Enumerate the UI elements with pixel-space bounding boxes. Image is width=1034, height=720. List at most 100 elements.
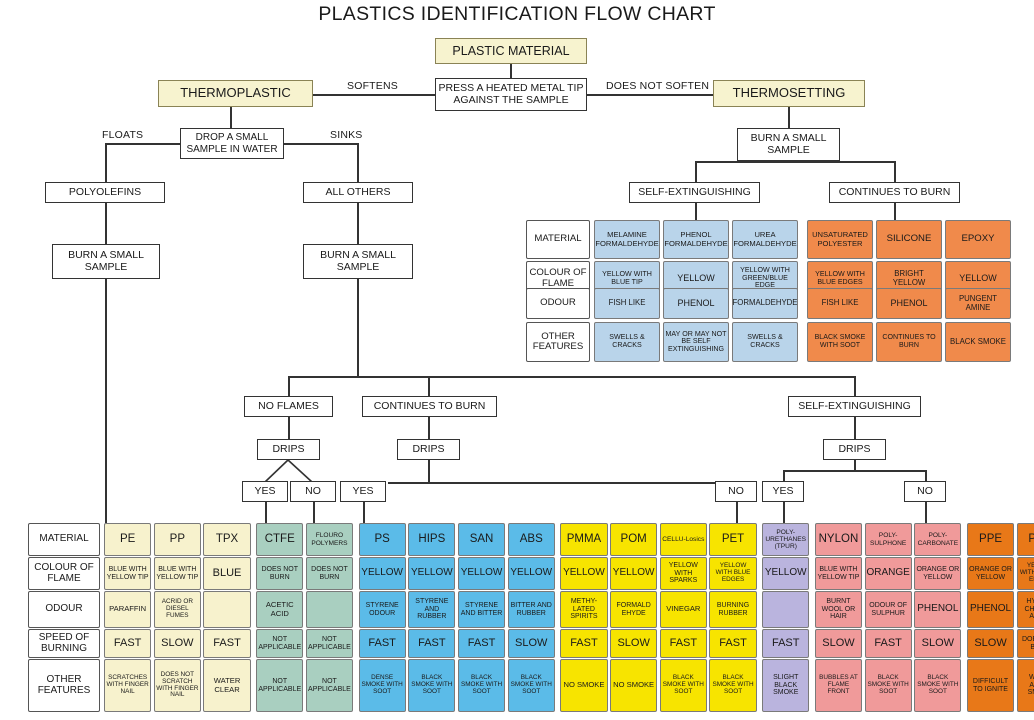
cell-text: MAY OR MAY NOT BE SELF EXTINGUISHING — [665, 329, 727, 353]
cell-text: POM — [620, 533, 647, 546]
cell-text: BLACK SMOKE WITH SOOT — [917, 674, 959, 695]
main-cell-colour-18: YELLOW WITH GREEN EDGES — [1016, 557, 1034, 590]
cell-text: SILICONE — [886, 233, 932, 245]
cell-text: YELLOW — [361, 567, 403, 579]
node-ts-continues-to-burn: CONTINUES TO BURN — [829, 182, 960, 203]
main-cell-other-0: SCRATCHES WITH FINGER NAIL — [104, 659, 152, 712]
connector-thermoplastic-down — [230, 107, 232, 128]
cell-text: FAST — [113, 636, 142, 649]
cell-text: FAST — [213, 636, 241, 649]
main-cell-colour-6: YELLOW — [408, 557, 456, 590]
node-press-heated-tip: PRESS A HEATED METAL TIP AGAINST THE SAM… — [435, 78, 587, 111]
connector-polyolefins-down — [105, 203, 107, 244]
thermoset-cell-other-1: MAY OR MAY NOT BE SELF EXTINGUISHING — [663, 322, 729, 362]
cell-text: FAST — [467, 636, 496, 649]
cell-text: TPX — [215, 533, 239, 546]
cell-text: PHENOL — [890, 297, 928, 308]
cell-text: DIFFICULT TO IGNITE — [972, 677, 1009, 693]
cell-text: VINEGAR — [666, 604, 701, 614]
main-cell-material-14: NYLON — [814, 523, 863, 556]
main-cell-speed-14: SLOW — [814, 629, 863, 658]
cell-text: NOT APPLICABLE — [258, 677, 302, 693]
main-cell-speed-10: SLOW — [610, 629, 658, 658]
cell-text: HIPS — [418, 533, 446, 546]
row-label-text: COLOUR OF FLAME — [34, 561, 94, 584]
main-cell-other-11: BLACK SMOKE WITH SOOT — [659, 659, 707, 712]
connector-drips-right-yes — [783, 470, 785, 482]
main-cell-odour-3: ACETIC ACID — [256, 591, 304, 628]
main-cell-other-2: WATER CLEAR — [203, 659, 251, 712]
main-cell-other-14: BUBBLES AT FLAME FRONT — [814, 659, 863, 712]
node-no-2: NO — [715, 481, 757, 502]
thermoset-cell-other-0: SWELLS & CRACKS — [594, 322, 660, 362]
thermoset-cell-odour-0: FISH LIKE — [594, 288, 660, 319]
main-cell-odour-0: PARAFFIN — [104, 591, 152, 628]
connector-ts-split-bar — [695, 161, 895, 163]
cell-text: YELLOW WITH GREEN EDGES — [1019, 562, 1034, 583]
main-cell-material-2: TPX — [203, 523, 251, 556]
cell-text: YELLOW — [677, 272, 715, 283]
row-label-text: OTHER FEATURES — [532, 330, 584, 352]
thermoset-cell-material-5: EPOXY — [945, 220, 1011, 259]
cell-text: FISH LIKE — [608, 298, 646, 308]
main-cell-material-10: POM — [610, 523, 658, 556]
main-cell-speed-17: SLOW — [966, 629, 1015, 658]
connector-burnsplit-continues — [428, 376, 430, 396]
thermoset-cell-odour-1: PHENOL — [663, 288, 729, 319]
main-cell-speed-8: SLOW — [507, 629, 555, 658]
main-cell-other-15: BLACK SMOKE WITH SOOT — [864, 659, 912, 712]
cell-text: BLACK SMOKE WITH SOOT — [814, 333, 866, 349]
cell-text: YELLOW — [959, 272, 997, 283]
cell-text: POLY-URETHANES (TPUR) — [765, 528, 807, 551]
row-label-text: COLOUR OF FLAME — [529, 267, 587, 289]
connector-no1-to-table — [313, 502, 315, 523]
main-cell-odour-6: STYRENE AND RUBBER — [408, 591, 456, 628]
main-cell-other-8: BLACK SMOKE WITH SOOT — [507, 659, 555, 712]
thermoset-row-label-odour: ODOUR — [526, 288, 590, 319]
main-cell-speed-9: FAST — [560, 629, 608, 658]
cell-text: BITTER AND RUBBER — [510, 601, 552, 617]
connector-polyolefins-to-table — [105, 279, 107, 523]
main-cell-colour-15: ORANGE — [864, 557, 912, 590]
main-cell-colour-14: BLUE WITH YELLOW TIP — [814, 557, 863, 590]
cell-text: DOES NOT BURN — [261, 565, 299, 581]
thermoset-cell-material-4: SILICONE — [876, 220, 942, 259]
cell-text: BLACK SMOKE WITH SOOT — [867, 674, 909, 695]
cell-text: BLUE WITH YELLOW TIP — [817, 565, 860, 581]
main-cell-other-12: BLACK SMOKE WITH SOOT — [709, 659, 757, 712]
cell-text: FAST — [874, 636, 902, 649]
cell-text: WATER CLEAR — [213, 676, 241, 694]
main-cell-speed-11: FAST — [659, 629, 707, 658]
connector-drips-mid-down — [428, 460, 430, 482]
cell-text: POLY-SULPHONE — [870, 532, 907, 547]
main-cell-speed-12: FAST — [709, 629, 757, 658]
main-cell-speed-4: NOT APPLICABLE — [305, 629, 354, 658]
connector-allothers-down — [357, 203, 359, 244]
cell-text: SLOW — [921, 636, 955, 649]
cell-text: SWELLS & CRACKS — [609, 333, 645, 349]
cell-text: YELLOW — [764, 567, 807, 579]
connector-floats-down — [105, 143, 107, 182]
node-yes-3: YES — [762, 481, 804, 502]
main-cell-other-16: BLACK SMOKE WITH SOOT — [914, 659, 962, 712]
cell-text: BURNING RUBBER — [716, 601, 750, 617]
main-cell-other-3: NOT APPLICABLE — [256, 659, 304, 712]
edge-label-floats: FLOATS — [100, 129, 146, 141]
cell-text: HYDRO-CHLORIC ACIRD — [1024, 598, 1034, 621]
thermoset-cell-material-3: UNSATURATED POLYESTER — [807, 220, 873, 259]
thermoset-cell-material-2: UREA FORMALDEHYDE — [732, 220, 798, 259]
cell-text: STYRENE AND BITTER — [460, 601, 503, 617]
main-cell-odour-2 — [203, 591, 251, 628]
connector-burnsplit-selfext — [854, 376, 856, 396]
cell-text: PET — [721, 533, 745, 546]
cell-text: YELLOW WITH BLUE EDGES — [815, 269, 865, 286]
cell-text: BLACK SMOKE WITH SOOT — [510, 674, 552, 695]
main-cell-speed-2: FAST — [203, 629, 251, 658]
thermoset-cell-other-5: BLACK SMOKE — [945, 322, 1011, 362]
main-cell-other-1: DOES NOT SCRATCH WITH FINGER NAIL — [153, 659, 201, 712]
connector-selfext-drips — [854, 417, 856, 439]
cell-text: POLY-CARBONATE — [917, 532, 959, 547]
node-all-others: ALL OTHERS — [303, 182, 413, 203]
main-cell-odour-15: ODOUR OF SULPHUR — [864, 591, 912, 628]
